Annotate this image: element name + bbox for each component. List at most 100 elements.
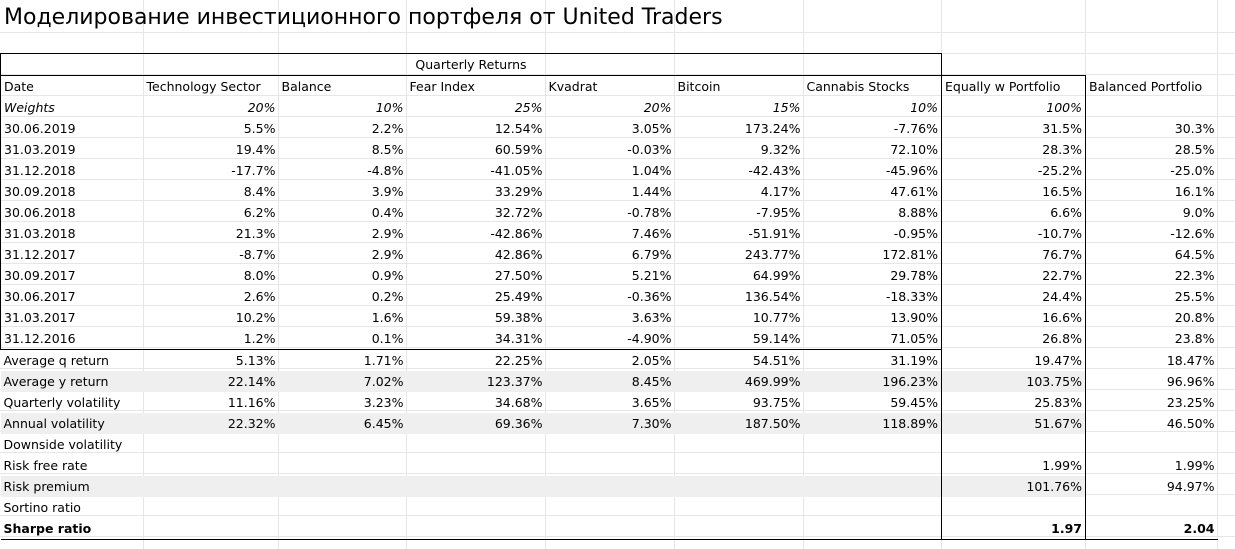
value-cell[interactable]: 72.10% bbox=[803, 139, 942, 160]
stat-value[interactable]: 46.50% bbox=[1166, 416, 1215, 431]
value-cell[interactable]: 34.31% bbox=[406, 328, 546, 350]
value-cell[interactable]: 3.9% bbox=[371, 184, 404, 199]
value-cell[interactable]: 1.2% bbox=[143, 328, 279, 350]
stat-value[interactable]: 1.99% bbox=[1174, 458, 1215, 473]
stat-value[interactable] bbox=[1086, 497, 1218, 518]
stat-value[interactable] bbox=[803, 476, 942, 497]
stat-value[interactable]: 1.97 bbox=[941, 518, 1086, 540]
value-cell[interactable]: 8.0% bbox=[243, 268, 276, 283]
stat-value[interactable]: 118.89% bbox=[803, 413, 942, 434]
stat-value[interactable] bbox=[803, 518, 942, 540]
stat-value[interactable] bbox=[546, 434, 675, 455]
value-cell[interactable]: 1.04% bbox=[631, 163, 672, 178]
section-title[interactable]: Quarterly Returns bbox=[0, 53, 942, 76]
value-cell[interactable]: -42.86% bbox=[490, 226, 543, 241]
stat-value[interactable]: 93.75% bbox=[752, 395, 801, 410]
value-cell[interactable]: 243.77% bbox=[744, 247, 801, 262]
date-cell[interactable]: 31.12.2017 bbox=[0, 244, 144, 265]
stat-value[interactable]: 2.04 bbox=[1085, 518, 1218, 540]
stat-value[interactable]: 69.36% bbox=[406, 413, 546, 434]
value-cell[interactable]: 76.7% bbox=[941, 244, 1086, 265]
value-cell[interactable]: -12.6% bbox=[1170, 226, 1215, 241]
value-cell[interactable]: 136.54% bbox=[744, 289, 801, 304]
stat-value[interactable] bbox=[144, 455, 279, 476]
stat-value[interactable]: 1.71% bbox=[363, 353, 404, 368]
stat-value[interactable]: 22.25% bbox=[494, 353, 543, 368]
value-cell[interactable]: -4.8% bbox=[367, 163, 404, 178]
column-header[interactable]: Balanced Portfolio bbox=[1089, 78, 1203, 94]
column-header[interactable]: Technology Sector bbox=[143, 75, 279, 97]
value-cell[interactable]: 3.05% bbox=[631, 121, 672, 136]
value-cell[interactable]: 16.5% bbox=[941, 181, 1086, 202]
value-cell[interactable]: -25.0% bbox=[1170, 163, 1215, 178]
stat-label[interactable]: Risk premium bbox=[0, 476, 144, 497]
value-cell[interactable]: -18.33% bbox=[803, 286, 942, 307]
value-cell[interactable]: -45.96% bbox=[803, 160, 942, 181]
stat-value[interactable] bbox=[941, 434, 1086, 455]
stat-value[interactable]: 7.30% bbox=[545, 413, 675, 434]
value-cell[interactable]: 8.88% bbox=[803, 202, 942, 223]
column-header[interactable]: Balance bbox=[278, 75, 407, 97]
stat-value[interactable] bbox=[804, 455, 942, 476]
stat-value[interactable] bbox=[278, 476, 407, 497]
stat-value[interactable] bbox=[407, 434, 546, 455]
stat-value[interactable]: 196.23% bbox=[803, 371, 942, 392]
value-cell[interactable]: 22.3% bbox=[1174, 268, 1215, 283]
stat-value[interactable]: 11.16% bbox=[227, 395, 276, 410]
stat-value[interactable]: 123.37% bbox=[406, 371, 546, 392]
stat-value[interactable] bbox=[804, 434, 942, 455]
value-cell[interactable]: 10.77% bbox=[752, 310, 801, 325]
stat-value[interactable]: 22.32% bbox=[143, 413, 279, 434]
column-header[interactable]: Bitcoin bbox=[674, 75, 804, 97]
stat-value[interactable] bbox=[546, 455, 675, 476]
value-cell[interactable]: 6.79% bbox=[631, 247, 672, 262]
stat-value[interactable] bbox=[545, 518, 675, 540]
value-cell[interactable]: 4.17% bbox=[760, 184, 801, 199]
stat-value[interactable] bbox=[675, 434, 804, 455]
value-cell[interactable]: 3.63% bbox=[631, 310, 672, 325]
stat-label[interactable]: Quarterly volatility bbox=[3, 395, 121, 410]
stat-value[interactable] bbox=[144, 434, 279, 455]
date-cell[interactable]: 30.06.2019 bbox=[0, 118, 144, 139]
stat-value[interactable]: 7.02% bbox=[278, 371, 407, 392]
value-cell[interactable]: 59.14% bbox=[674, 328, 804, 350]
stat-label[interactable]: Risk free rate bbox=[3, 458, 88, 473]
value-cell[interactable]: 2.6% bbox=[243, 289, 276, 304]
weight-cell[interactable]: 20% bbox=[643, 100, 672, 115]
value-cell[interactable]: 0.9% bbox=[371, 268, 404, 283]
value-cell[interactable]: 30.3% bbox=[1174, 121, 1215, 136]
value-cell[interactable]: -8.7% bbox=[239, 247, 276, 262]
stat-value[interactable] bbox=[545, 476, 675, 497]
value-cell[interactable]: 6.2% bbox=[243, 205, 276, 220]
column-header[interactable]: Kvadrat bbox=[545, 75, 675, 97]
value-cell[interactable]: -4.90% bbox=[545, 328, 675, 350]
value-cell[interactable]: 173.24% bbox=[744, 121, 801, 136]
value-cell[interactable]: 21.3% bbox=[235, 226, 276, 241]
stat-value[interactable]: 101.76% bbox=[941, 476, 1086, 497]
date-cell[interactable]: 30.09.2017 bbox=[0, 265, 144, 286]
stat-value[interactable] bbox=[675, 455, 804, 476]
stat-value[interactable]: 8.45% bbox=[545, 371, 675, 392]
value-cell[interactable]: 25.5% bbox=[1174, 289, 1215, 304]
column-header[interactable]: Fear Index bbox=[406, 75, 546, 97]
date-cell[interactable]: 31.12.2016 bbox=[0, 328, 144, 350]
column-header[interactable]: Date bbox=[0, 75, 144, 97]
stat-value[interactable] bbox=[675, 497, 804, 518]
value-cell[interactable]: 16.6% bbox=[941, 307, 1086, 328]
value-cell[interactable]: 5.21% bbox=[631, 268, 672, 283]
stat-value[interactable] bbox=[941, 497, 1086, 518]
stat-value[interactable]: 187.50% bbox=[674, 413, 804, 434]
value-cell[interactable]: 16.1% bbox=[1174, 184, 1215, 199]
date-cell[interactable]: 31.03.2019 bbox=[0, 139, 144, 160]
stat-value[interactable]: 3.65% bbox=[631, 395, 672, 410]
stat-value[interactable]: 6.45% bbox=[278, 413, 407, 434]
stat-value[interactable]: 51.67% bbox=[941, 413, 1086, 434]
weight-cell[interactable]: 15% bbox=[772, 100, 801, 115]
empty-cell[interactable] bbox=[1086, 54, 1218, 76]
date-cell[interactable]: 31.12.2018 bbox=[0, 160, 144, 181]
stat-value[interactable]: 54.51% bbox=[752, 353, 801, 368]
value-cell[interactable]: 22.7% bbox=[941, 265, 1086, 286]
value-cell[interactable]: -0.36% bbox=[627, 289, 672, 304]
value-cell[interactable]: 60.59% bbox=[494, 142, 543, 157]
stat-value[interactable] bbox=[804, 497, 942, 518]
